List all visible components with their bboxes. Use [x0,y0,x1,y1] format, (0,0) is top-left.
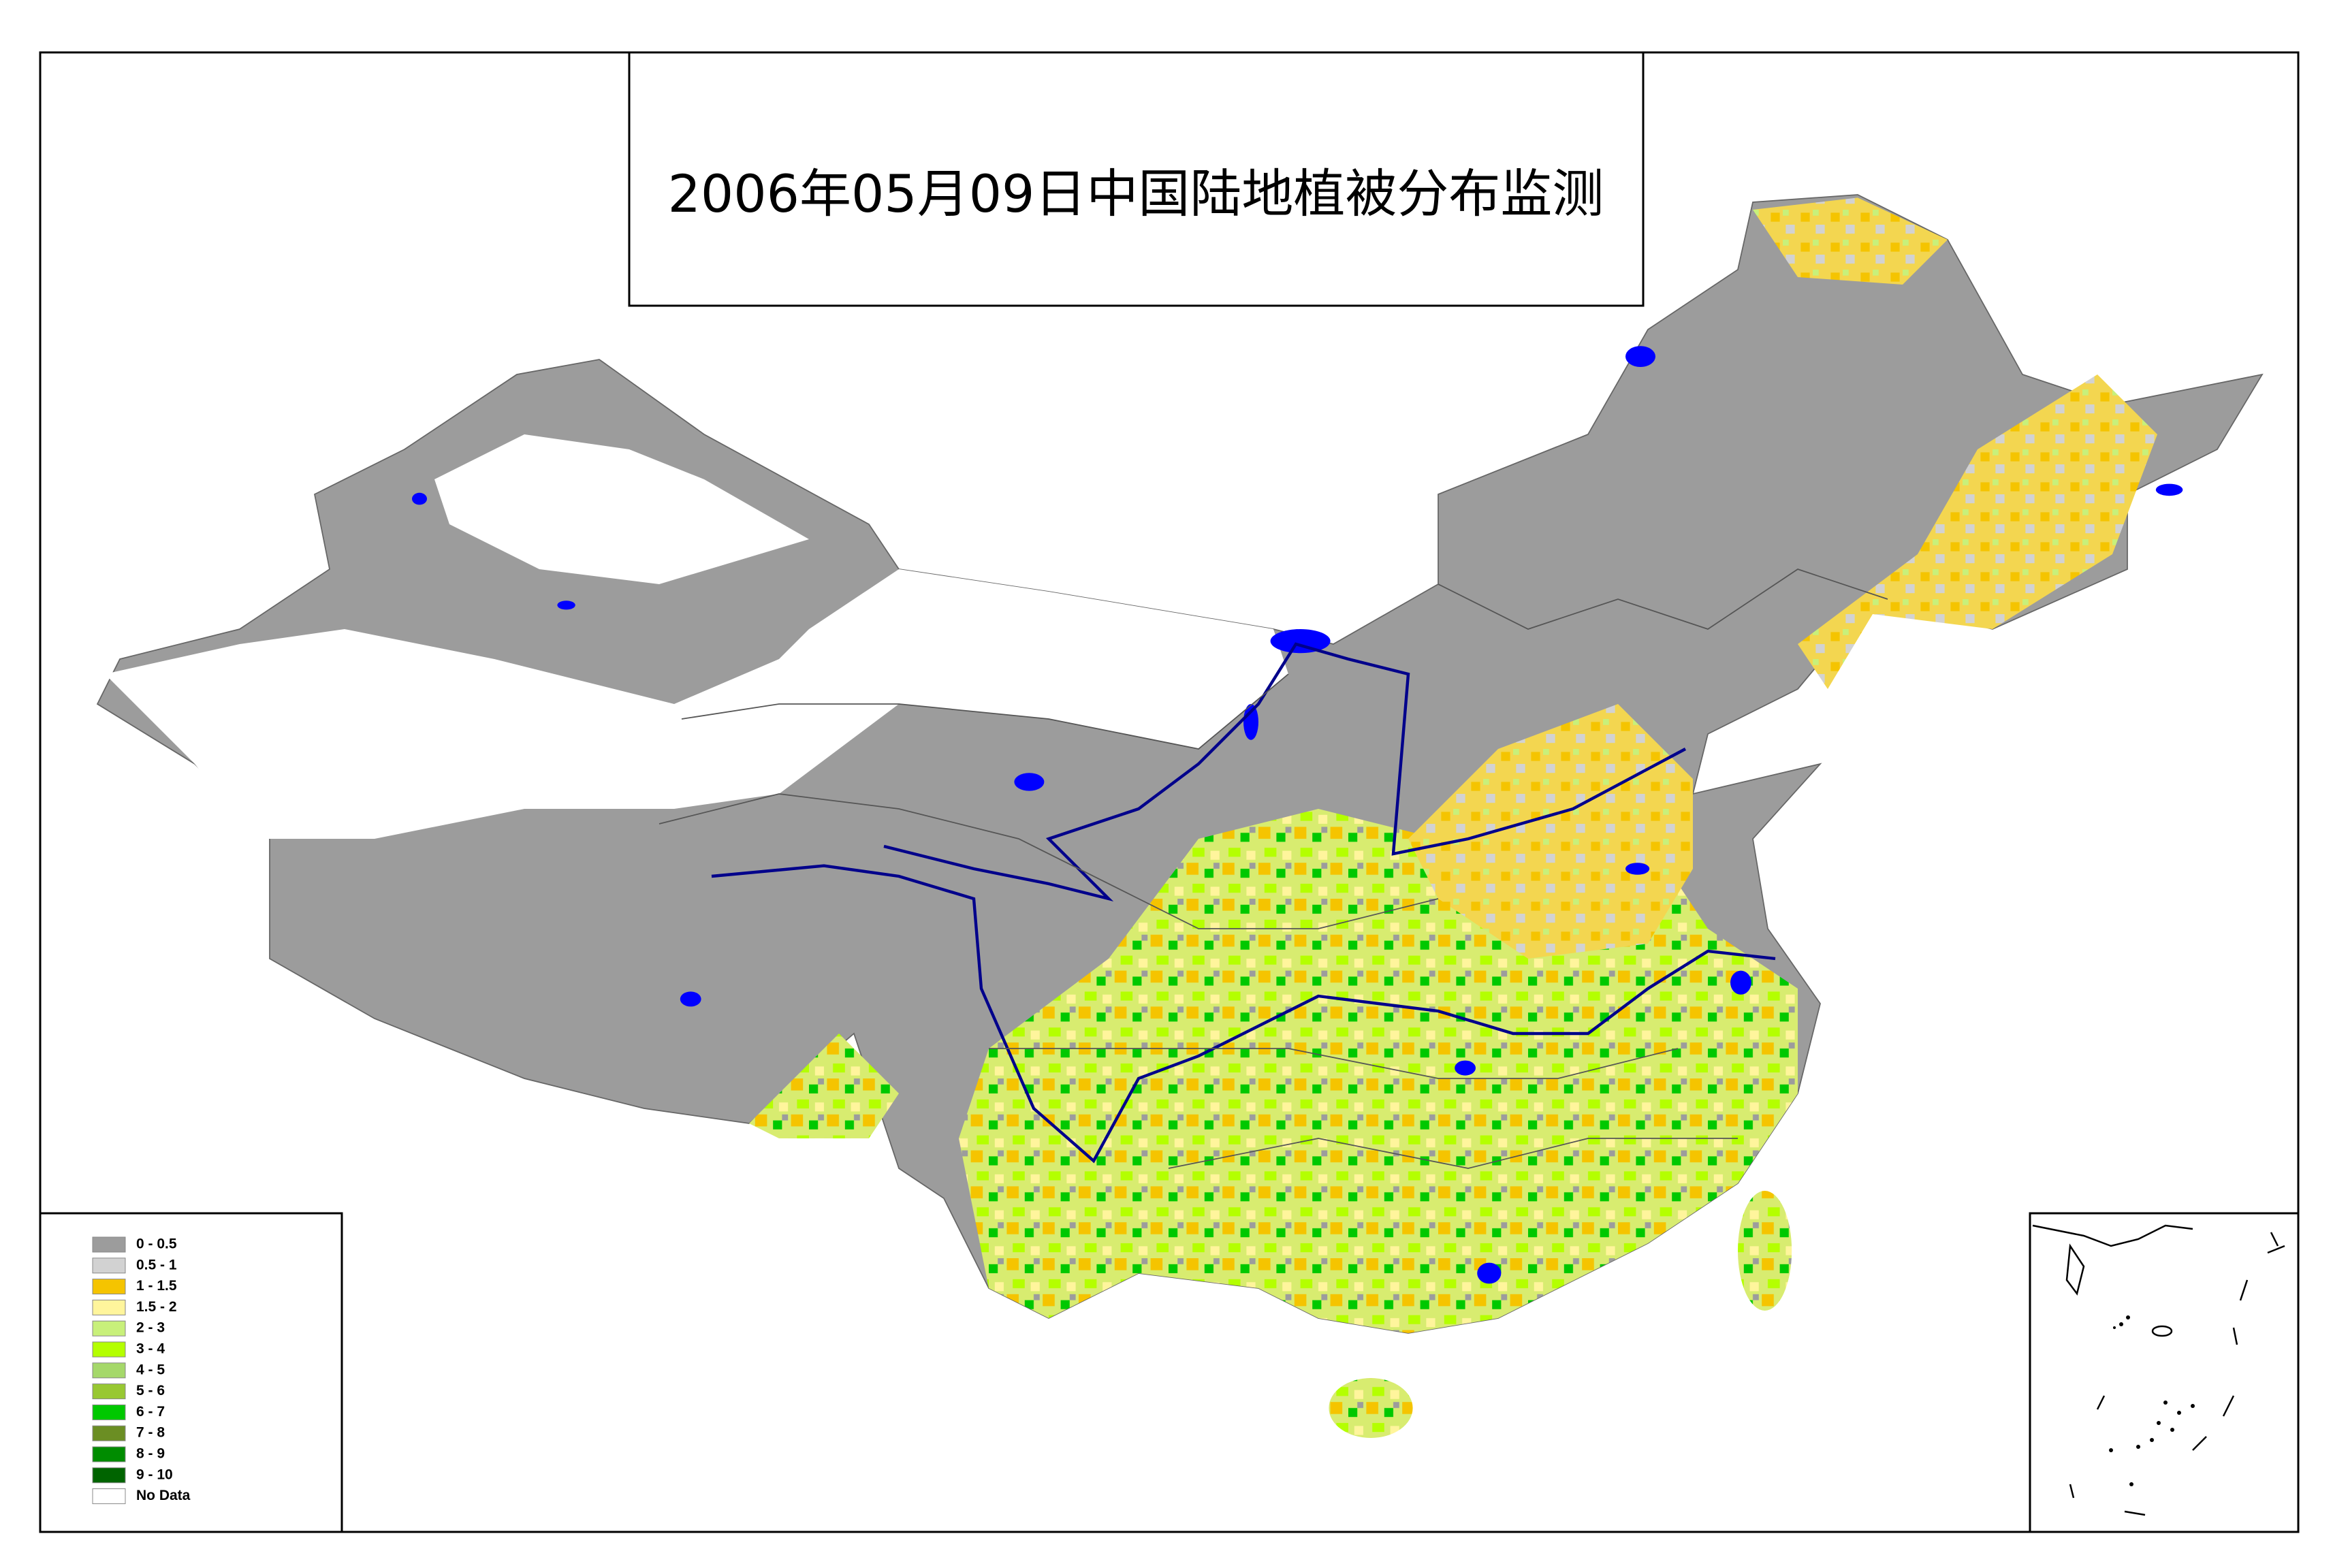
legend-box [39,1212,343,1533]
rivers [711,642,1776,1164]
northeast-vegetation [1798,374,2157,689]
legend-swatch [92,1279,126,1295]
map-title: 2006年05月09日中国陆地植被分布监测 [668,163,1604,224]
legend-label: 0.5 - 1 [136,1257,177,1273]
tibet-south-vegetation [749,1034,899,1138]
legend-label: 7 - 8 [136,1425,165,1441]
south-china-sea-inset [2032,1224,2285,1516]
legend-label: 4 - 5 [136,1362,165,1377]
legend-swatch [92,1404,126,1420]
desert-no-data [105,569,1288,839]
hainan [1329,1378,1413,1438]
legend-label: 9 - 10 [136,1467,173,1482]
legend-label: 5 - 6 [136,1383,165,1398]
greater-khingan [1753,197,1948,285]
legend-label: 1.5 - 2 [136,1299,177,1315]
legend: 0 - 0.5 0.5 - 1 1 - 1.5 1.5 - 2 2 - 3 3 - 4 4 … [92,1236,191,1505]
legend-swatch [92,1341,126,1358]
lakes [412,346,2183,1284]
legend-swatch [92,1258,126,1274]
legend-label: 0 - 0.5 [136,1236,177,1252]
inset-box [2029,1212,2300,1533]
taiwan [1738,1191,1792,1311]
province-borders [658,569,1888,1169]
islands [2109,1315,2195,1486]
legend-label: 2 - 3 [136,1320,165,1336]
dzungaria-no-data [434,434,809,584]
legend-swatch [92,1446,126,1462]
china-map [96,194,2264,1438]
legend-swatch [92,1383,126,1400]
legend-label: 8 - 9 [136,1446,165,1462]
legend-label: No Data [136,1488,191,1503]
legend-swatch [92,1362,126,1379]
legend-swatch [92,1299,126,1315]
legend-label: 3 - 4 [136,1341,165,1357]
legend-swatch [92,1467,126,1484]
title-box [628,51,1645,307]
legend-swatch [92,1320,126,1337]
north-china-plain [1408,704,1693,959]
legend-label: 6 - 7 [136,1404,165,1420]
legend-swatch [92,1488,126,1505]
legend-swatch [92,1425,126,1441]
legend-swatch [92,1236,126,1253]
legend-label: 1 - 1.5 [136,1278,177,1294]
